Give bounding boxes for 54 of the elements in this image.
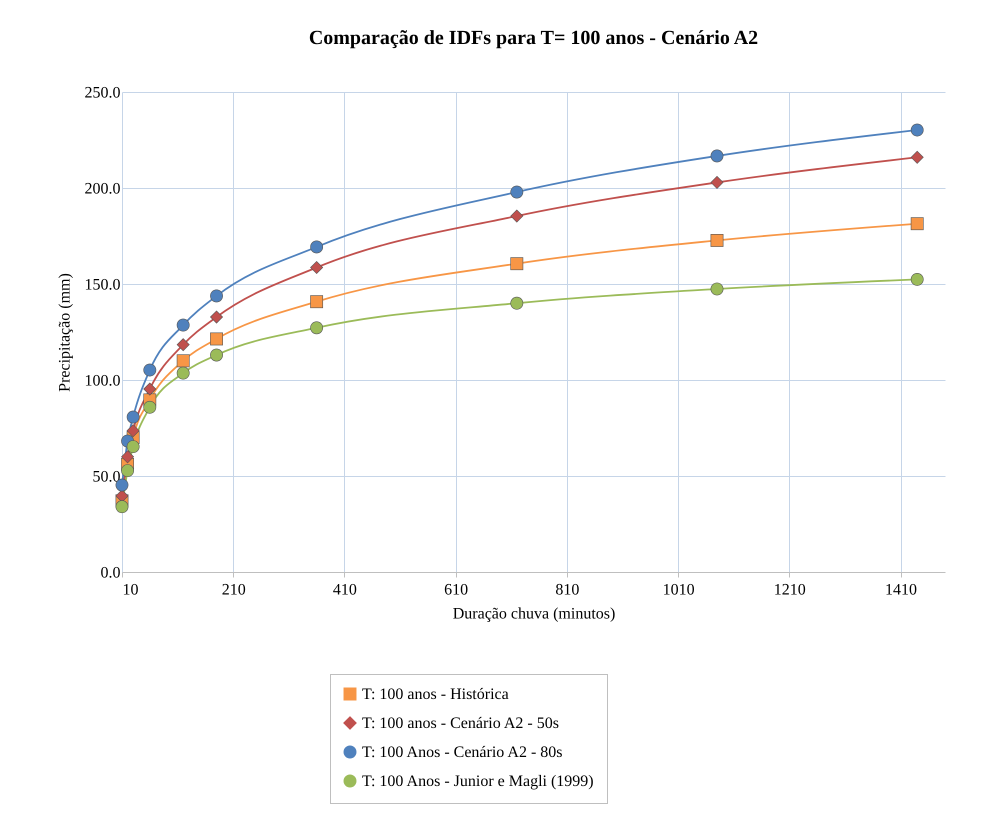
y-tick-label: 50.0 xyxy=(92,468,120,486)
point xyxy=(126,424,140,438)
point xyxy=(126,440,140,454)
legend-label: T: 100 Anos - Cenário A2 - 80s xyxy=(362,744,563,761)
point xyxy=(510,186,524,198)
legend-label: T: 100 Anos - Junior e Magli (1999) xyxy=(362,773,594,790)
point xyxy=(210,332,223,346)
point xyxy=(143,400,156,414)
x-tick-label: 410 xyxy=(332,582,357,598)
point xyxy=(126,410,140,424)
x-tick-label: 1010 xyxy=(662,582,695,598)
point xyxy=(310,321,324,334)
x-tick-label: 10 xyxy=(122,582,138,598)
point xyxy=(121,450,134,464)
y-tick-label: 200.0 xyxy=(84,180,120,198)
legend-label: T: 100 anos - Histórica xyxy=(362,686,509,703)
point xyxy=(710,176,724,189)
point xyxy=(176,354,190,368)
x-tick-label: 610 xyxy=(444,582,468,598)
point xyxy=(910,272,924,286)
point xyxy=(710,150,724,162)
chart-title: Comparação de IDFs para T= 100 anos - Cenário A2 xyxy=(308,27,758,49)
point xyxy=(143,382,156,396)
point xyxy=(176,366,190,380)
point xyxy=(143,364,156,376)
y-axis-title: Precipitação (mm) xyxy=(56,273,74,392)
y-tick-label: 150.0 xyxy=(84,276,120,294)
y-tick-label: 250.0 xyxy=(84,84,120,102)
point xyxy=(210,289,223,302)
y-tick-label: 100.0 xyxy=(84,372,120,390)
x-tick-label: 1410 xyxy=(885,582,918,598)
point xyxy=(910,150,924,164)
point xyxy=(210,310,223,324)
point xyxy=(176,338,190,352)
x-tick-label: 1210 xyxy=(774,582,806,598)
point xyxy=(116,500,128,514)
x-axis-title: Duração chuva (minutos) xyxy=(452,606,616,622)
point xyxy=(910,124,924,136)
point xyxy=(310,261,324,274)
point xyxy=(176,318,190,332)
x-tick-label: 810 xyxy=(555,582,580,598)
point xyxy=(121,464,134,478)
point xyxy=(310,240,324,254)
point xyxy=(710,282,724,296)
point xyxy=(510,296,524,310)
point xyxy=(910,217,924,230)
point xyxy=(510,210,524,222)
x-tick-label: 210 xyxy=(222,582,246,598)
point xyxy=(310,295,324,308)
y-tick-label: 0.0 xyxy=(100,564,120,582)
point xyxy=(510,257,524,270)
point xyxy=(210,348,223,362)
point xyxy=(710,234,724,247)
legend-label: T: 100 anos - Cenário A2 - 50s xyxy=(362,715,559,732)
